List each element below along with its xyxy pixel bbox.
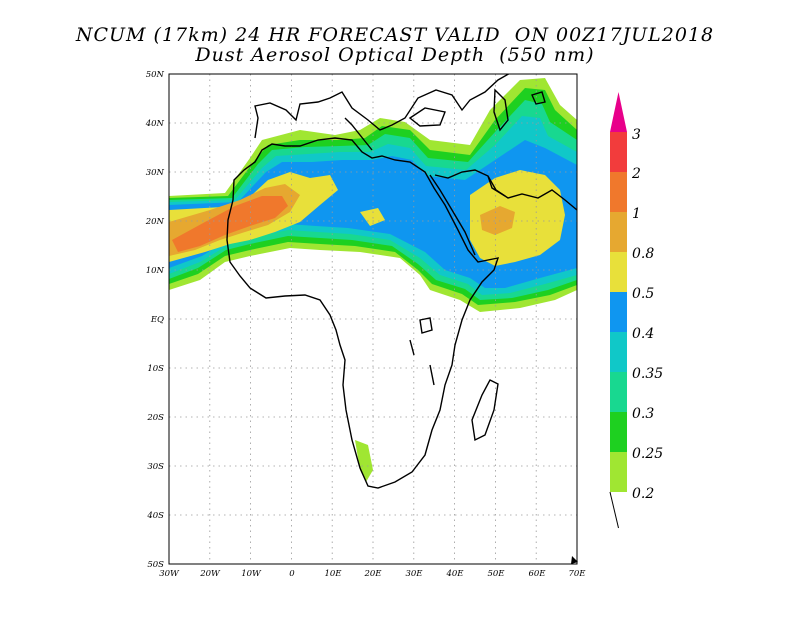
colorbar-label: 0.2 [632,486,654,502]
colorbar-swatch [610,332,627,372]
colorbar-label: 0.35 [632,366,663,382]
lat-tick-label: 40S [146,511,164,521]
lon-tick-label: 70E [568,569,586,579]
lon-tick-label: 60E [528,569,546,579]
colorbar-swatch [610,132,627,172]
colorbar-label: 3 [632,127,641,143]
africa-coastline [226,137,500,489]
lon-tick-label: 10E [324,569,342,579]
colorbar-label: 0.5 [632,286,654,302]
black-sea [408,107,446,127]
colorbar-label: 0.8 [632,246,654,262]
dust-layer-0.5-arabia [470,170,565,266]
lat-axis-labels: 50N 40N 30N 20N 10N EQ 10S 20S 30S 40S 5… [145,70,165,570]
gulf [487,175,506,197]
dust-layer-1 [172,196,288,252]
aral-sea [531,91,546,105]
lon-tick-label: 0 [289,569,295,579]
coastlines [226,74,577,489]
colorbar-label: 1 [632,206,641,222]
dust-layer-0.8-arabia [480,206,515,235]
colorbar-swatch [610,172,627,212]
lat-tick-label: EQ [150,315,164,325]
lon-tick-label: 40E [445,569,464,579]
colorbar-label: 0.4 [632,326,654,342]
colorbar-tail [609,491,619,529]
lake-tanganyika [409,339,415,356]
lat-tick-label: 40N [145,119,165,129]
lon-tick-label: 50E [487,569,505,579]
lat-tick-label: 10S [147,364,164,374]
europe-coastline [254,74,510,139]
lon-tick-label: 20W [199,569,221,579]
colorbar-label: 0.3 [632,406,654,422]
colorbar-swatch [610,372,627,412]
lat-tick-label: 10N [146,266,165,276]
colorbar-swatch [610,292,627,332]
colorbar [609,92,627,529]
lon-axis-labels: 30W 20W 10W 0 10E 20E 30E 40E 50E 60E 70… [159,569,586,579]
graticule [169,74,577,564]
lake-malawi [429,364,435,386]
madagascar-coastline [471,379,499,442]
red-sea [429,174,476,256]
lat-tick-label: 30N [146,168,165,178]
lat-tick-label: 30S [147,462,164,472]
lat-tick-label: 50S [147,560,164,570]
lat-tick-label: 20N [145,217,165,227]
lon-tick-label: 30E [405,569,423,579]
arrow-head-icon [571,556,578,564]
colorbar-swatch [610,452,627,492]
lon-tick-label: 10W [241,569,262,579]
dust-layer-0.5-sahara-patches [300,178,385,226]
title-line-2: Dust Aerosol Optical Depth (550 nm) [195,44,595,66]
lat-tick-label: 50N [146,70,165,80]
colorbar-swatch [610,212,627,252]
colorbar-labels: 3 2 1 0.8 0.5 0.4 0.35 0.3 0.25 0.2 [631,127,663,502]
caspian-sea [493,88,509,132]
colorbar-swatch [610,252,627,292]
lat-tick-label: 20S [146,413,164,423]
italy-coastline [344,117,373,151]
lon-tick-label: 30W [159,569,180,579]
colorbar-swatch [610,412,627,452]
colorbar-label: 2 [631,166,641,182]
dust-layer-0.2-south [355,440,373,482]
map-frame [168,73,578,565]
colorbar-swatch [610,92,627,132]
lake-victoria [419,317,433,334]
lon-tick-label: 20E [363,569,382,579]
title-line-1: NCUM (17km) 24 HR FORECAST VALID ON 00Z1… [75,24,715,46]
colorbar-label: 0.25 [632,446,663,462]
